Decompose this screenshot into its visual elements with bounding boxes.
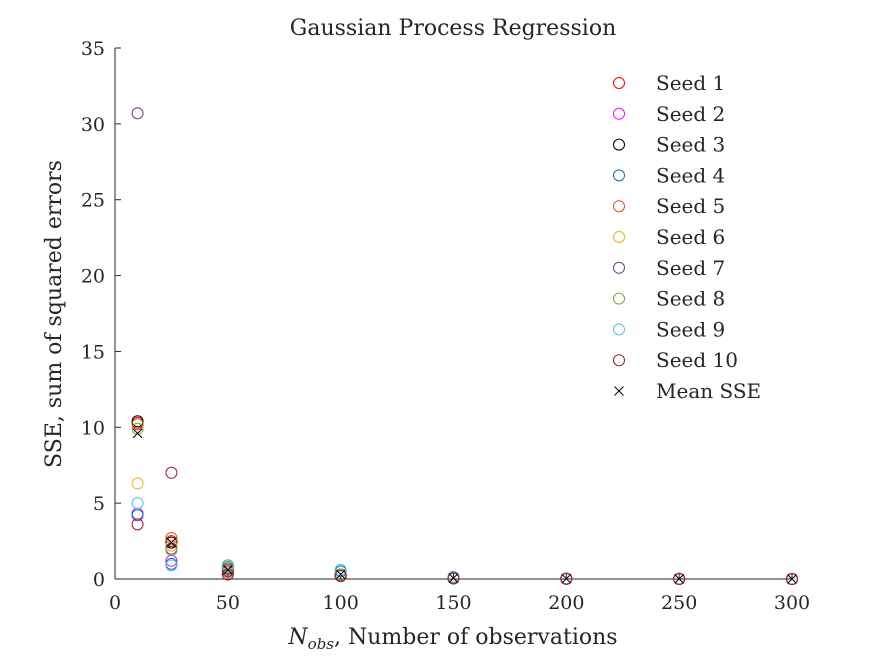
x-axis-label-rest: , Number of observations <box>334 625 618 650</box>
legend-marker <box>613 261 625 274</box>
mean-point-stroke-b <box>222 565 233 575</box>
x-tick-label: 250 <box>661 592 697 614</box>
mean-point <box>335 569 346 580</box>
x-axis-label: Nobs, Number of observations <box>287 625 617 653</box>
mean-point-stroke-b <box>674 573 685 584</box>
mean-point <box>132 428 143 439</box>
y-tick-label: 0 <box>93 569 105 591</box>
legend-label: Seed 10 <box>656 348 738 372</box>
data-point <box>131 477 144 490</box>
chart-title: Gaussian Process Regression <box>290 16 616 41</box>
legend-marker-stroke-b <box>614 386 624 396</box>
mean-point <box>166 537 177 548</box>
x-tick-label: 100 <box>323 592 359 614</box>
y-tick-label: 15 <box>81 341 105 363</box>
y-tick-label: 10 <box>81 417 105 439</box>
legend-marker <box>613 77 625 89</box>
data-point <box>131 415 144 428</box>
y-tick-label: 5 <box>93 493 105 515</box>
mean-point-stroke-b <box>787 574 797 584</box>
data-point <box>334 569 347 582</box>
data-point <box>131 518 144 531</box>
mean-point <box>222 565 233 575</box>
legend-label: Seed 7 <box>656 256 725 280</box>
legend-label: Seed 4 <box>656 163 725 187</box>
data-point <box>165 539 178 552</box>
x-tick-label: 50 <box>216 592 240 614</box>
legend-label: Seed 1 <box>656 71 725 95</box>
legend-marker <box>613 292 625 305</box>
legend-marker <box>613 138 625 151</box>
data-point <box>131 418 144 431</box>
axes: 0 50 100 150 200 250 300 0 5 10 15 20 25 30 35 <box>81 38 810 614</box>
data-point <box>131 509 144 522</box>
mean-point-stroke-b <box>561 573 572 584</box>
mean-point-stroke-b <box>166 537 177 548</box>
legend-marker <box>613 169 625 182</box>
data-point <box>165 559 178 572</box>
data-point <box>447 572 460 585</box>
data-points <box>131 107 798 585</box>
data-point <box>221 568 234 581</box>
data-point <box>334 563 347 576</box>
data-point <box>786 573 798 585</box>
y-tick-label: 25 <box>81 190 105 212</box>
legend-marker <box>613 107 625 120</box>
data-point <box>165 466 178 479</box>
data-point <box>165 544 178 557</box>
y-tick-label: 35 <box>81 38 105 60</box>
data-point <box>131 107 144 120</box>
data-point <box>131 497 144 510</box>
legend-marker <box>613 200 625 213</box>
data-point <box>673 572 686 585</box>
mean-point <box>448 573 459 583</box>
mean-point-stroke-b <box>335 569 346 580</box>
data-point <box>131 422 144 435</box>
legend-label: Mean SSE <box>656 379 761 403</box>
y-tick-label: 30 <box>81 114 105 136</box>
legend-label: Seed 2 <box>656 102 725 126</box>
x-tick-label: 0 <box>109 592 121 614</box>
legend-marker <box>613 354 625 367</box>
legend-marker <box>613 231 625 243</box>
data-point <box>165 536 178 549</box>
legend-marker <box>614 386 624 396</box>
legend-label: Seed 6 <box>656 225 725 249</box>
x-axis-label-main: N <box>287 625 308 650</box>
mean-point <box>674 573 685 584</box>
data-point <box>221 565 234 578</box>
legend-marker <box>613 323 625 336</box>
mean-point <box>787 574 797 584</box>
x-tick-label: 150 <box>435 592 471 614</box>
legend-label: Seed 3 <box>656 133 725 157</box>
mean-point <box>561 573 572 584</box>
legend: Seed 1 Seed 2 Seed 3 Seed 4 Seed 5 Seed 6 Seed… <box>613 71 761 403</box>
legend-label: Seed 8 <box>656 287 725 311</box>
data-point <box>560 572 573 585</box>
legend-label: Seed 5 <box>656 194 725 218</box>
data-point <box>221 559 234 572</box>
mean-point-stroke-b <box>448 573 459 583</box>
legend-label: Seed 9 <box>656 317 725 341</box>
y-axis-label: SSE, sum of squared errors <box>42 160 67 468</box>
y-tick-label: 20 <box>81 266 105 288</box>
x-tick-label: 300 <box>774 592 810 614</box>
mean-point-stroke-b <box>132 428 143 439</box>
x-tick-label: 200 <box>548 592 584 614</box>
x-axis-label-subscript: obs <box>308 635 335 653</box>
